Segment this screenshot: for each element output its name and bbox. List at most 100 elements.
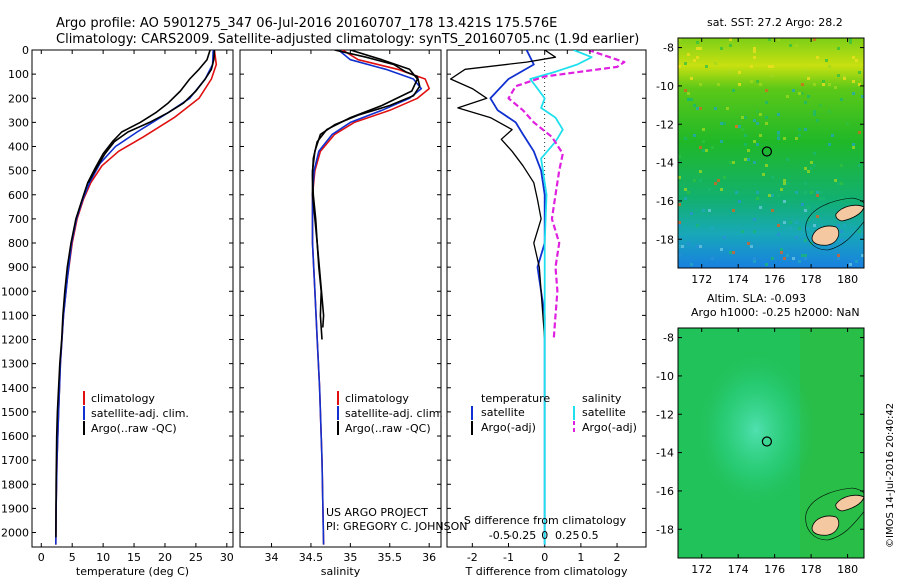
sst-pixel <box>687 92 690 95</box>
sst-pixel <box>687 242 690 245</box>
sst-pixel <box>729 251 732 254</box>
project-annotation-line2: PI: GREGORY C. JOHNSON <box>326 520 467 533</box>
x-tick-label: 30 <box>220 551 234 564</box>
fiji-island-north <box>835 494 864 512</box>
s-diff-axis-label: S difference from climatology <box>464 514 627 527</box>
lon-tick-label: 172 <box>691 273 712 286</box>
sst-pixel <box>852 143 855 146</box>
sst-pixel <box>861 254 864 257</box>
sst-pixel <box>801 92 804 95</box>
lat-tick-label: -8 <box>663 42 674 55</box>
sst-pixel <box>816 119 819 122</box>
sla-anomaly-spot <box>696 352 816 508</box>
sst-pixel <box>711 257 714 260</box>
sst-pixel <box>831 134 834 137</box>
sst-pixel <box>768 38 771 41</box>
sst-pixel <box>729 71 732 74</box>
sst-pixel <box>744 158 747 161</box>
sst-pixel <box>801 203 804 206</box>
sst-pixel <box>687 53 690 56</box>
sst-pixel <box>840 98 843 101</box>
sst-pixel <box>837 182 840 185</box>
sst-pixel <box>732 89 735 92</box>
sst-pixel <box>762 173 765 176</box>
series-group <box>55 50 218 545</box>
sst-pixel <box>825 59 828 62</box>
sst-pixel <box>702 128 705 131</box>
sst-pixel <box>777 38 780 41</box>
sst-pixel <box>777 137 780 140</box>
x-tick-label: 15 <box>127 551 141 564</box>
sst-pixel <box>828 83 831 86</box>
sst-pixel <box>753 161 756 164</box>
sst-pixel <box>756 80 759 83</box>
x-tick-label: 25 <box>189 551 203 564</box>
sst-pixel <box>693 134 696 137</box>
sst-map-frame <box>677 37 865 269</box>
sst-pixel <box>807 227 810 230</box>
sst-pixel <box>813 224 816 227</box>
sst-pixel <box>786 158 789 161</box>
sst-pixel <box>759 134 762 137</box>
sst-pixel <box>702 209 705 212</box>
sst-pixel <box>789 44 792 47</box>
sst-pixel <box>816 56 819 59</box>
sst-pixel <box>765 89 768 92</box>
x-tick-label: 35 <box>343 551 357 564</box>
sst-pixel <box>714 182 717 185</box>
sst-pixel <box>693 104 696 107</box>
legend-satellite-label: satellite-adj. clim. <box>345 407 443 420</box>
sst-pixel <box>801 254 804 257</box>
sst-pixel <box>756 197 759 200</box>
sst-pixel <box>684 89 687 92</box>
sst-pixel <box>813 83 816 86</box>
x-axis-label: salinity <box>321 565 361 578</box>
sst-pixel <box>789 221 792 224</box>
sst-pixel <box>777 134 780 137</box>
x-tick-label: 35.5 <box>378 551 403 564</box>
sst-pixel <box>744 116 747 119</box>
sst-pixel <box>837 74 840 77</box>
sst-pixel <box>822 197 825 200</box>
series-s-argo <box>507 50 626 340</box>
sst-pixel <box>741 128 744 131</box>
sst-pixel <box>828 110 831 113</box>
sst-pixel <box>747 242 750 245</box>
sst-pixel <box>780 248 783 251</box>
sst-pixel <box>699 47 702 50</box>
sst-pixel <box>720 188 723 191</box>
sst-pixel <box>783 200 786 203</box>
argo-float-position-marker <box>761 146 773 157</box>
y-tick-label: 1200 <box>1 334 29 347</box>
sst-pixel <box>798 92 801 95</box>
sst-pixel <box>753 257 756 260</box>
sst-map <box>678 38 864 268</box>
lat-tick-label: -12 <box>656 118 674 131</box>
sst-pixel <box>753 140 756 143</box>
sst-pixel <box>828 65 831 68</box>
temperature-legend: climatology satellite-adj. clim. Argo(..… <box>83 391 189 435</box>
sst-pixel <box>708 188 711 191</box>
figure-title-line1: Argo profile: AO 5901275_347 06-Jul-2016… <box>56 16 557 31</box>
sst-pixel <box>852 146 855 149</box>
sst-pixel <box>750 245 753 248</box>
x-tick-label: 0 <box>541 551 548 564</box>
imos-timestamp: ©IMOS 14-Jul-2016 20:40:42 <box>885 403 896 548</box>
sst-pixel <box>693 179 696 182</box>
sst-pixel <box>840 197 843 200</box>
sst-pixel <box>780 251 783 254</box>
sst-pixel <box>729 44 732 47</box>
sst-pixel <box>798 134 801 137</box>
sst-pixel <box>807 95 810 98</box>
sst-pixel <box>723 236 726 239</box>
y-tick-label: 0 <box>22 44 29 57</box>
sst-pixel <box>837 224 840 227</box>
lat-tick-label: -18 <box>656 523 674 536</box>
sst-pixel <box>795 191 798 194</box>
sst-pixel <box>804 71 807 74</box>
x-tick-label: 34 <box>265 551 279 564</box>
lon-tick-label: 180 <box>837 563 858 576</box>
sst-pixel <box>771 176 774 179</box>
sst-pixel <box>690 263 693 266</box>
sst-pixel <box>816 215 819 218</box>
